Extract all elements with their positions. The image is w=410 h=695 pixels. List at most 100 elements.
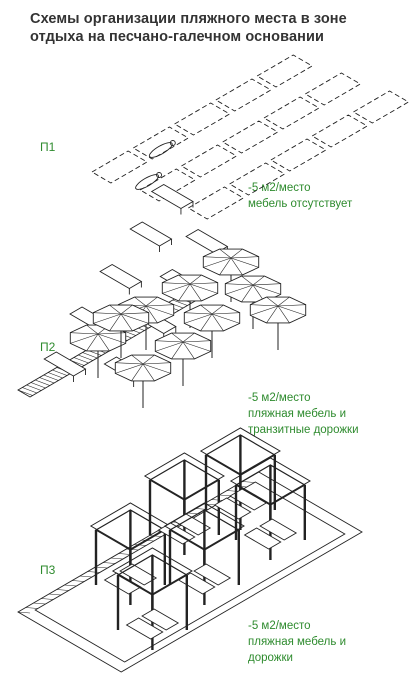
scheme-p3-drawing (17, 427, 363, 673)
umbrella-rib (120, 313, 149, 324)
umbrella-rib (178, 274, 191, 285)
umbrella-rib (142, 363, 155, 382)
walkway-hatch (41, 598, 54, 600)
umbrella-rib (93, 313, 122, 324)
umbrella-rib (252, 284, 281, 295)
note-line: пляжная мебель и (248, 408, 346, 420)
umbrella-rib (97, 333, 110, 352)
walkway-hatch (103, 562, 116, 564)
umbrella-rib (184, 313, 213, 324)
place-outline (139, 168, 197, 202)
walkway-hatch (22, 387, 38, 394)
note-line: -5 м2/место (248, 182, 311, 194)
umbrella-rib (219, 248, 232, 259)
note-line: -5 м2/место (248, 392, 311, 404)
walkway-hatch (56, 589, 69, 591)
umbrella-rib (189, 283, 218, 294)
place-outline (180, 144, 238, 178)
umbrella-rib (70, 332, 99, 335)
place-outline (228, 162, 286, 196)
note-line: пляжная мебель и (248, 636, 346, 648)
walkway-hatch (33, 602, 46, 605)
scheme-label-p1: П1 (40, 140, 56, 154)
scheme-note-p2: -5 м2/место пляжная мебель и транзитные … (248, 390, 359, 438)
umbrella-rib (145, 305, 158, 324)
lounger (141, 608, 180, 631)
lounger (213, 497, 252, 520)
scheme-label-p2: П2 (40, 340, 56, 354)
umbrella-rib (155, 341, 184, 352)
walkway-hatch (73, 357, 89, 364)
place-outline (263, 96, 320, 130)
place-outline (187, 186, 245, 220)
umbrella-rib (120, 312, 149, 315)
person-head (156, 172, 162, 178)
umbrella-rib (70, 333, 99, 344)
umbrella-rib (182, 341, 195, 360)
umbrella-rib (162, 282, 191, 285)
place-outline (132, 126, 190, 160)
walkway-hatch (39, 377, 55, 384)
place-outline (214, 78, 272, 112)
pergola-roof-beam (229, 457, 311, 505)
umbrella-rib (250, 305, 279, 316)
umbrella-rib (142, 363, 171, 374)
note-line: мебель отсутствует (248, 198, 353, 210)
walkway-hatch (17, 389, 33, 396)
umbrella-rib (145, 296, 158, 307)
umbrella-rib (178, 283, 191, 302)
walkway-hatch (25, 607, 38, 609)
umbrella-rib (109, 304, 122, 315)
pergola-roof-beam (111, 547, 193, 595)
lounger (119, 563, 158, 586)
umbrella-rib (211, 312, 240, 315)
umbrella-rib (134, 296, 147, 307)
walkway-hatch (47, 372, 63, 379)
pergola-roof (116, 554, 188, 596)
umbrella-rib (182, 332, 195, 343)
pergola-roof (148, 459, 220, 501)
walkway-hatch (79, 575, 92, 578)
umbrella-canopy (249, 296, 307, 324)
umbrella-rib (211, 313, 224, 332)
person-figure (135, 174, 159, 190)
umbrella-canopy (154, 332, 212, 360)
person-figure (148, 142, 173, 158)
walkway-hatch (26, 384, 42, 391)
walkway-hatch (35, 379, 50, 386)
walkway-hatch (95, 566, 108, 569)
pergola-roof (204, 434, 276, 476)
umbrella-rib (200, 313, 213, 332)
umbrella-canopy (183, 304, 241, 332)
pergola-roof-beam (199, 427, 281, 475)
umbrella-rib (211, 313, 240, 324)
umbrella-rib (266, 305, 279, 324)
pergola-roof-beam (163, 502, 245, 550)
pergola-roof-beam (143, 452, 225, 500)
umbrella-rib (230, 248, 243, 259)
scheme-note-p3: -5 м2/место пляжная мебель и дорожки (248, 618, 346, 666)
walkway-hatch (43, 374, 59, 381)
umbrella-rib (277, 305, 290, 324)
scheme-p1-drawing (91, 54, 410, 220)
umbrella-rib (115, 363, 144, 374)
umbrella-canopy (92, 304, 150, 332)
place-outline (304, 72, 362, 106)
umbrella-rib (252, 275, 265, 286)
walkway-hatch (172, 299, 188, 306)
umbrella-rib (277, 296, 290, 307)
walkway-hatch (78, 354, 93, 361)
umbrella-rib (162, 283, 191, 294)
umbrella-canopy (161, 274, 219, 302)
umbrella-rib (184, 312, 213, 315)
note-line: дорожки (248, 652, 293, 664)
umbrella-rib (225, 284, 254, 295)
walkway-hatch (52, 369, 68, 376)
scheme-note-p1: -5 м2/место мебель отсутствует (248, 180, 352, 212)
umbrella-rib (230, 256, 259, 259)
umbrella-rib (155, 340, 184, 343)
walkway-hatch (219, 494, 232, 497)
umbrella-rib (241, 275, 254, 286)
scheme-label-p3: П3 (40, 563, 56, 577)
diagram-title: Схемы организации пляжного места в зоне … (30, 11, 347, 45)
